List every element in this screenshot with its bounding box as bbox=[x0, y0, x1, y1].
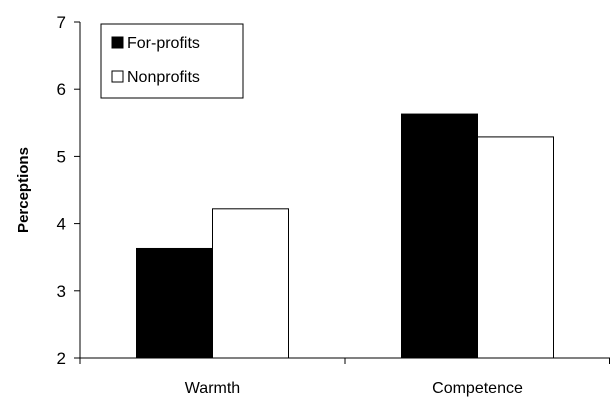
x-tick-label: Warmth bbox=[185, 380, 240, 397]
bars bbox=[136, 113, 554, 359]
y-axis-label: Perceptions bbox=[15, 147, 32, 233]
legend-swatch bbox=[111, 70, 124, 83]
legend-label: Nonprofits bbox=[127, 69, 200, 86]
legend-label: For-profits bbox=[127, 35, 200, 52]
legend: For-profits Nonprofits bbox=[100, 23, 244, 99]
legend-box bbox=[100, 23, 244, 99]
x-axis-ticks bbox=[79, 358, 610, 364]
bar-for-profits-competence bbox=[401, 113, 478, 359]
y-tick-label: 3 bbox=[57, 282, 66, 301]
y-axis-ticks: 2 3 4 5 6 7 bbox=[57, 13, 80, 368]
bar-nonprofits-warmth bbox=[212, 208, 289, 359]
x-axis-labels: Warmth Competence bbox=[185, 380, 523, 397]
bar-nonprofits-competence bbox=[477, 136, 554, 359]
y-tick-label: 2 bbox=[57, 349, 66, 368]
x-tick-label: Competence bbox=[432, 380, 523, 397]
y-tick-label: 7 bbox=[57, 13, 66, 32]
y-tick-label: 6 bbox=[57, 80, 66, 99]
legend-swatch bbox=[111, 36, 124, 49]
bar-for-profits-warmth bbox=[136, 247, 213, 359]
y-tick-label: 4 bbox=[57, 215, 66, 234]
y-tick-label: 5 bbox=[57, 147, 66, 166]
